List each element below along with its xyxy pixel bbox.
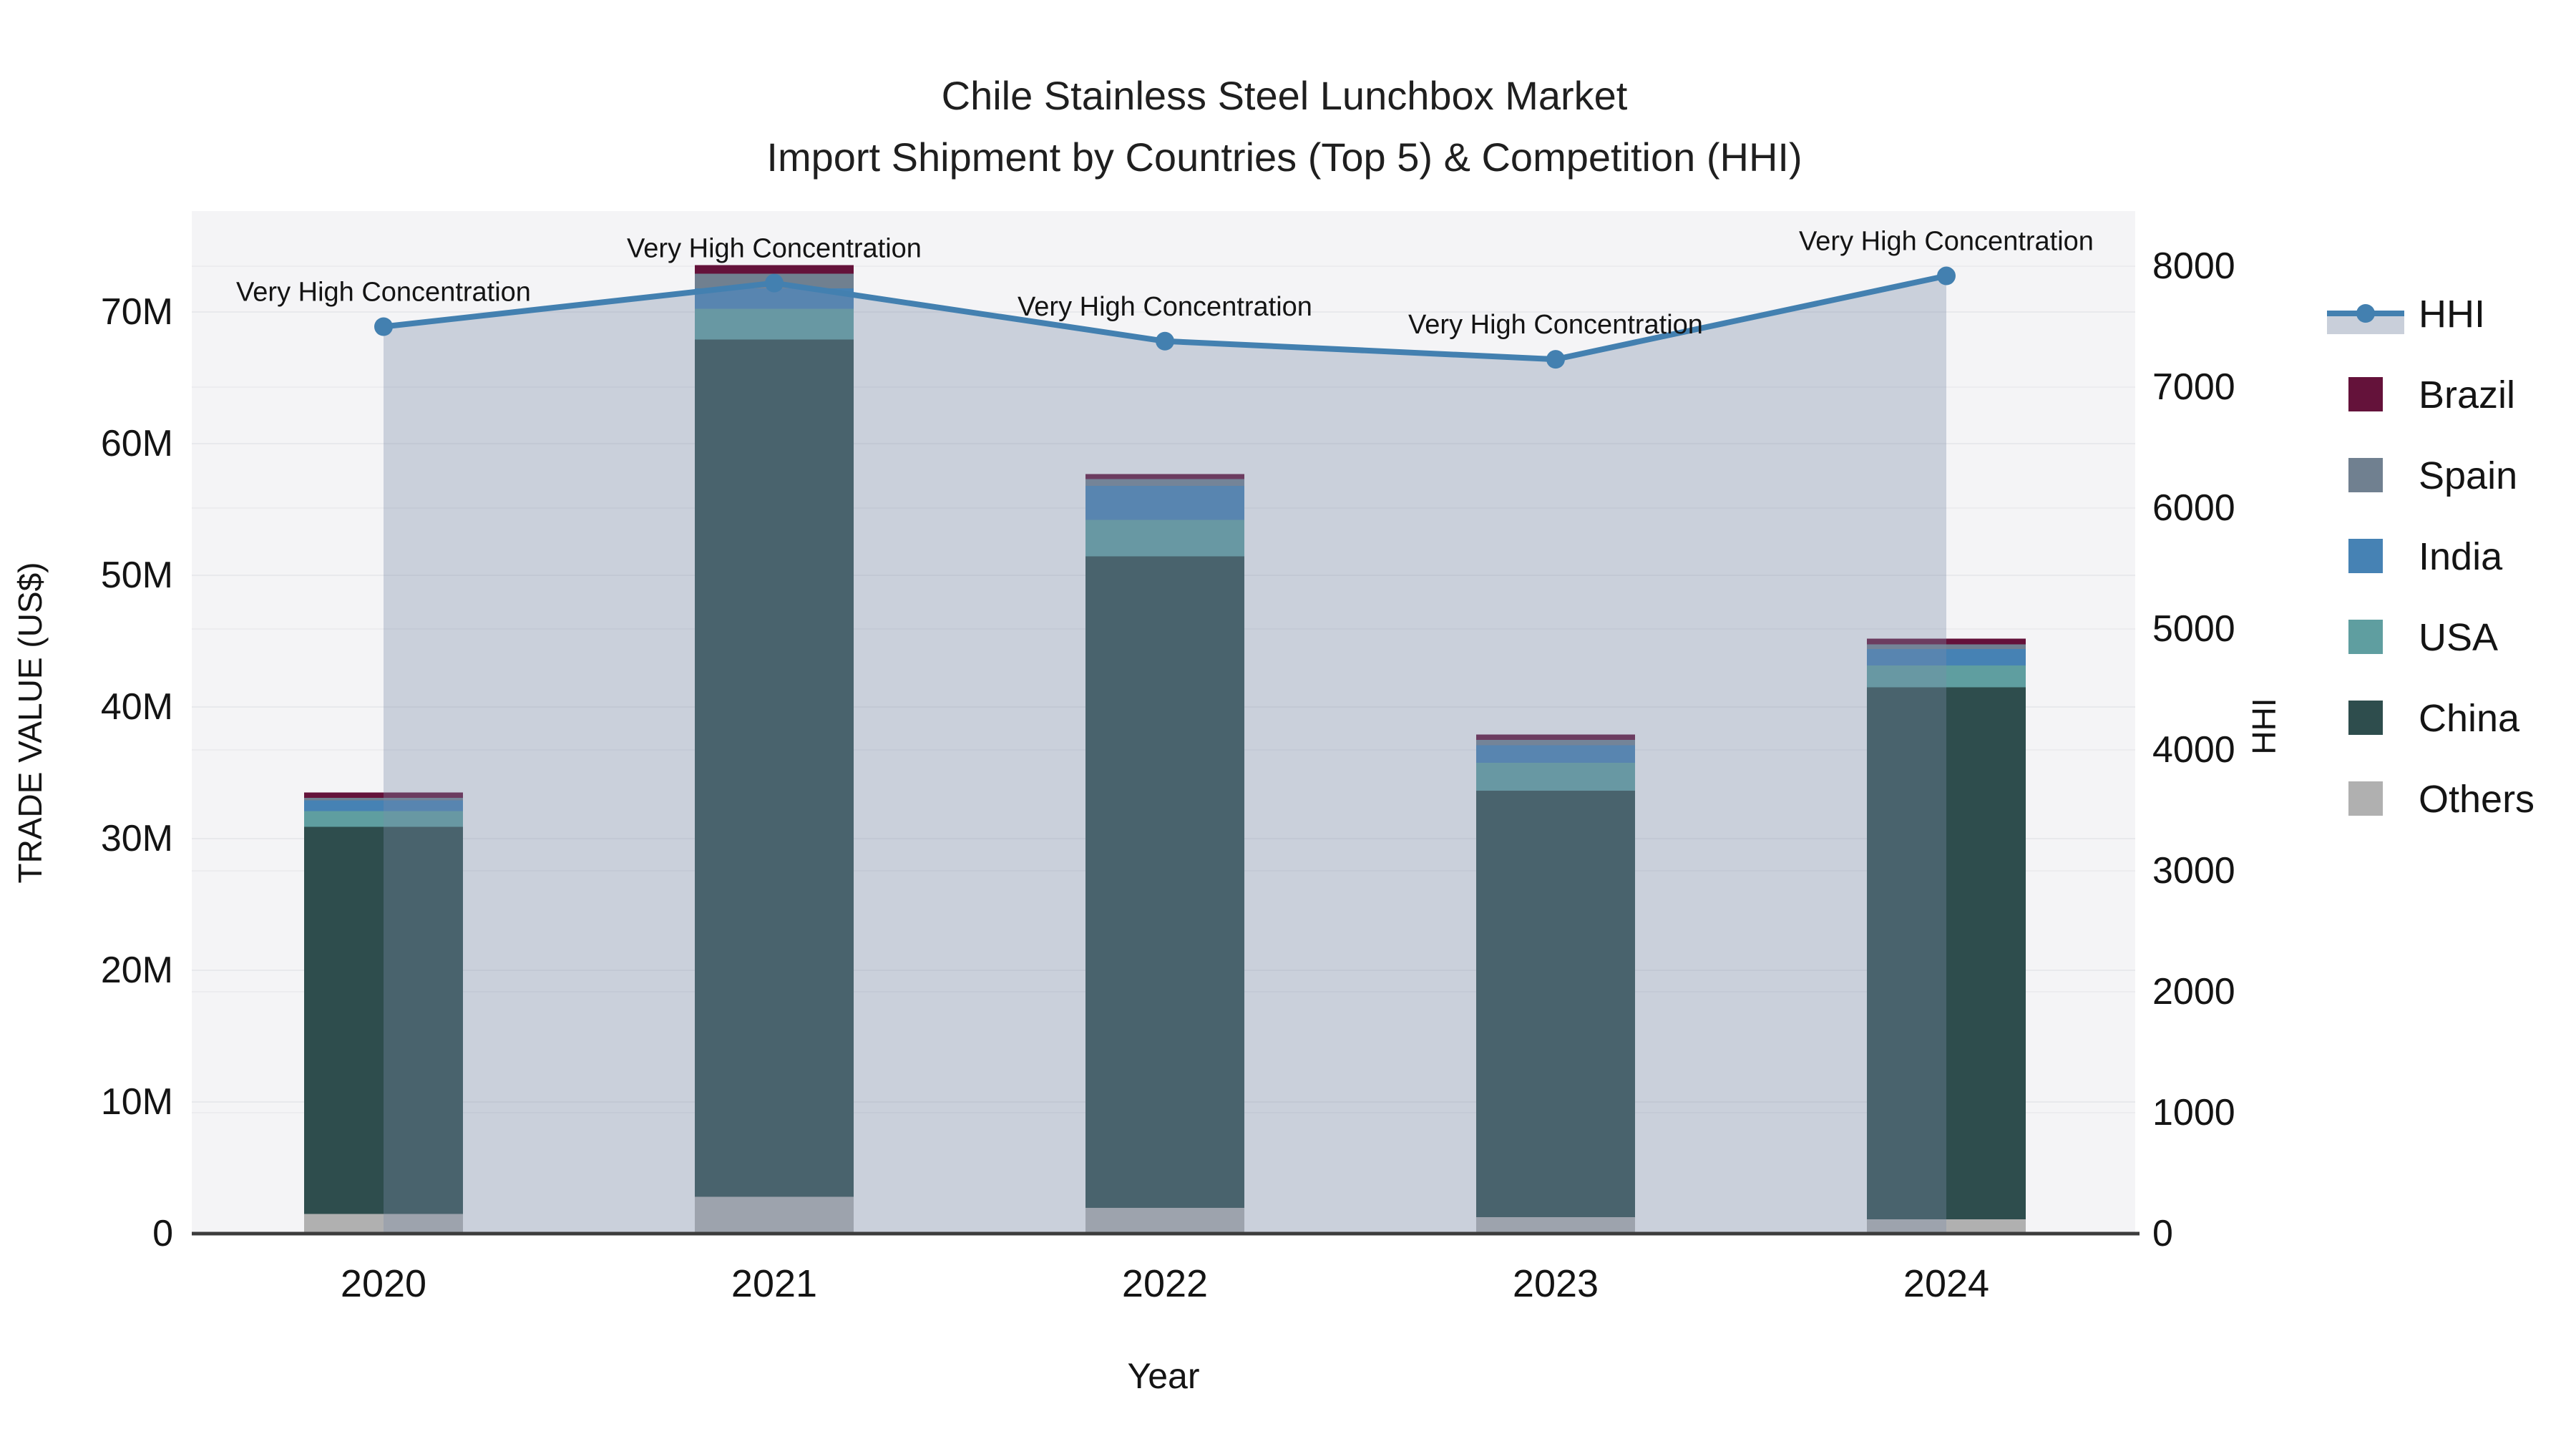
bar-segment-usa-2023	[1476, 763, 1635, 791]
legend-label-hhi: HHI	[2419, 293, 2485, 336]
y-left-tick-50M: 50M	[101, 555, 173, 596]
bar-segment-usa-2021	[695, 308, 854, 340]
hhi-marker-2020	[374, 317, 393, 336]
legend-item-china: China	[2348, 697, 2520, 740]
y-right-tick-4000: 4000	[2152, 729, 2235, 771]
y-left-tick-20M: 20M	[101, 950, 173, 991]
legend-label-usa: USA	[2419, 616, 2498, 659]
hhi-marker-2024	[1937, 266, 1956, 286]
y-left-tick-10M: 10M	[101, 1081, 173, 1123]
bar-segment-others-2022	[1085, 1208, 1244, 1234]
hhi-annotation-2022: Very High Concentration	[1018, 292, 1312, 322]
bar-segment-others-2023	[1476, 1217, 1635, 1234]
legend-label-china: China	[2419, 697, 2520, 740]
y-right-tick-3000: 3000	[2152, 850, 2235, 892]
hhi-area-fill	[384, 275, 1946, 1234]
legend-hhi-marker	[2356, 304, 2375, 323]
bar-segment-spain-2022	[1085, 479, 1244, 486]
bar-segment-china-2022	[1085, 556, 1244, 1209]
bar-segment-usa-2024	[1867, 665, 2026, 688]
legend-label-others: Others	[2419, 778, 2534, 821]
legend-swatch-spain	[2348, 458, 2383, 492]
legend-swatch-china	[2348, 701, 2383, 735]
x-tick-2020: 2020	[341, 1262, 426, 1305]
y-right-tick-7000: 7000	[2152, 366, 2235, 408]
y-right-tick-1000: 1000	[2152, 1092, 2235, 1133]
bar-segment-others-2024	[1867, 1219, 2026, 1234]
bar-segment-china-2023	[1476, 790, 1635, 1217]
x-axis-title: Year	[1127, 1356, 1199, 1396]
y-left-tick-70M: 70M	[101, 291, 173, 333]
chart-title-line2: Import Shipment by Countries (Top 5) & C…	[766, 135, 1802, 180]
legend-item-brazil: Brazil	[2348, 374, 2515, 416]
hhi-annotation-2023: Very High Concentration	[1408, 310, 1703, 340]
hhi-annotation-2020: Very High Concentration	[236, 278, 531, 308]
y-right-tick-6000: 6000	[2152, 487, 2235, 529]
x-tick-2023: 2023	[1513, 1262, 1599, 1305]
x-tick-2021: 2021	[731, 1262, 817, 1305]
bar-segment-spain-2023	[1476, 740, 1635, 746]
bar-segment-spain-2024	[1867, 644, 2026, 650]
bar-segment-india-2024	[1867, 649, 2026, 666]
bar-segment-brazil-2021	[695, 265, 854, 274]
y-right-tick-2000: 2000	[2152, 971, 2235, 1013]
bar-segment-india-2020	[304, 800, 463, 811]
bar-segment-china-2024	[1867, 687, 2026, 1219]
bar-segment-india-2023	[1476, 745, 1635, 763]
bar-segment-others-2021	[695, 1196, 854, 1234]
legend: HHI Brazil Spain India USA China Others	[2327, 293, 2534, 821]
legend-item-india: India	[2348, 535, 2503, 578]
chart-title-line1: Chile Stainless Steel Lunchbox Market	[942, 73, 1628, 118]
y-axis-right-title: HHI	[2245, 698, 2283, 754]
legend-item-hhi: HHI	[2327, 293, 2485, 336]
y-right-tick-0: 0	[2152, 1213, 2173, 1254]
bar-segment-brazil-2022	[1085, 474, 1244, 479]
legend-swatch-brazil	[2348, 377, 2383, 411]
bar-segment-brazil-2023	[1476, 734, 1635, 740]
hhi-annotation-2024: Very High Concentration	[1799, 227, 2094, 257]
bar-segment-india-2022	[1085, 485, 1244, 520]
bar-segment-spain-2020	[304, 797, 463, 801]
x-tick-2022: 2022	[1122, 1262, 1208, 1305]
y-axis-left-title: TRADE VALUE (US$)	[11, 562, 49, 883]
bar-segment-others-2020	[304, 1214, 463, 1234]
legend-swatch-india	[2348, 539, 2383, 573]
hhi-marker-2023	[1546, 350, 1565, 369]
bar-segment-brazil-2024	[1867, 638, 2026, 645]
legend-swatch-usa	[2348, 620, 2383, 654]
y-left-tick-30M: 30M	[101, 818, 173, 859]
bar-segment-brazil-2020	[304, 792, 463, 798]
bar-segment-china-2021	[695, 339, 854, 1197]
legend-item-others: Others	[2348, 778, 2534, 821]
y-left-tick-0: 0	[152, 1213, 173, 1254]
hhi-marker-2021	[765, 273, 784, 293]
plot-area: Very High Concentration Very High Concent…	[101, 211, 2235, 1305]
hhi-annotation-2021: Very High Concentration	[627, 234, 922, 264]
y-right-tick-5000: 5000	[2152, 608, 2235, 650]
y-left-tick-60M: 60M	[101, 423, 173, 464]
legend-label-india: India	[2419, 535, 2503, 578]
legend-label-brazil: Brazil	[2419, 374, 2515, 416]
y-right-tick-8000: 8000	[2152, 245, 2235, 287]
hhi-marker-2022	[1156, 331, 1174, 351]
legend-item-usa: USA	[2348, 616, 2498, 659]
x-tick-2024: 2024	[1903, 1262, 1989, 1305]
y-left-tick-40M: 40M	[101, 686, 173, 728]
tick-labels: 0 10M 20M 30M 40M 50M 60M 70M 0 1000 2000 3000 4000 5…	[101, 245, 2235, 1305]
bar-segment-usa-2020	[304, 811, 463, 827]
legend-label-spain: Spain	[2419, 454, 2517, 497]
bar-segment-china-2020	[304, 826, 463, 1214]
legend-swatch-others	[2348, 781, 2383, 816]
bar-segment-usa-2022	[1085, 519, 1244, 557]
legend-item-spain: Spain	[2348, 454, 2517, 497]
stacked-bars	[304, 265, 2026, 1234]
